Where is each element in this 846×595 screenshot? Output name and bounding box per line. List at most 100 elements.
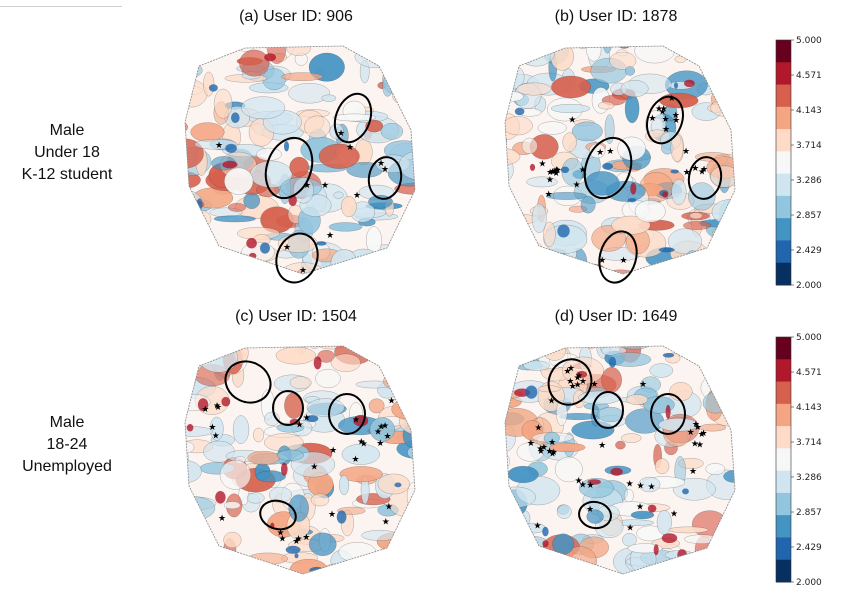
star-marker: ★ [552, 166, 560, 176]
contour-patch [190, 208, 203, 220]
contour-patch [304, 115, 331, 139]
panel-b-title: (b) User ID: 1878 [554, 8, 678, 25]
contour-patch [505, 536, 526, 550]
contour-patch [185, 119, 188, 135]
star-marker: ★ [382, 517, 390, 527]
top-divider [0, 6, 122, 7]
contour-patch [505, 449, 510, 474]
map-boundary [504, 345, 736, 575]
contour-patch [620, 80, 649, 98]
contour-patch [198, 348, 216, 356]
contour-patch [406, 508, 415, 520]
contour-patch [339, 466, 383, 482]
contour-patch [411, 46, 415, 53]
star-marker: ★ [377, 159, 385, 169]
contour-patch [185, 46, 192, 67]
contour-peak [684, 79, 695, 88]
colorbar-segment [776, 470, 791, 494]
contour-patch [185, 84, 193, 101]
star-marker: ★ [310, 463, 318, 473]
contour-patch [624, 94, 640, 124]
contour-patch [232, 415, 250, 444]
contour-patch [185, 171, 201, 189]
contour-patch [338, 542, 377, 563]
contour-peak [694, 260, 707, 269]
contour-patch [320, 579, 350, 586]
contour-patch [505, 503, 519, 525]
contour-patch [224, 167, 254, 195]
contour-peak [305, 415, 319, 423]
contour-peak [653, 544, 659, 556]
contour-patch [526, 176, 558, 188]
contour-patch [284, 392, 304, 419]
star-marker: ★ [352, 416, 360, 426]
contour-patch [240, 265, 269, 274]
star-marker: ★ [575, 477, 583, 487]
star-marker: ★ [381, 422, 389, 432]
star-marker: ★ [388, 396, 396, 406]
contour-patch [317, 349, 335, 363]
contour-patch [523, 360, 550, 371]
contour-patch [243, 192, 260, 209]
contour-patch [658, 418, 699, 432]
contour-patch [505, 359, 512, 373]
star-marker: ★ [548, 450, 556, 460]
contour-patch [392, 86, 415, 107]
contour-patch [673, 46, 707, 57]
colorbar-tick-label: 4.143 [796, 106, 822, 116]
contour-patch [709, 535, 735, 563]
colorbar-segment [776, 359, 791, 383]
contour-patch [543, 221, 556, 247]
star-marker: ★ [303, 181, 311, 191]
contour-patch [551, 75, 591, 99]
contour-patch [394, 269, 415, 274]
contour-patch [531, 203, 547, 233]
star-marker: ★ [564, 367, 572, 377]
contour-patch [369, 417, 395, 442]
star-marker: ★ [360, 440, 368, 450]
star-marker: ★ [546, 176, 554, 186]
star-marker: ★ [691, 164, 699, 174]
star-marker: ★ [201, 405, 209, 415]
contour-patch [199, 547, 214, 556]
contour-peak [413, 101, 415, 116]
star-marker: ★ [550, 167, 558, 177]
colorbar-segment [776, 151, 791, 175]
contour-patch [185, 373, 190, 402]
star-marker: ★ [574, 381, 582, 391]
contour-patch [505, 486, 536, 508]
contour-peak [548, 262, 555, 269]
contour-patch [412, 570, 415, 574]
contour-peak [336, 510, 347, 524]
colorbar-tick-label: 2.429 [796, 543, 822, 553]
colorbar-tick-label: 5.000 [796, 36, 822, 46]
contour-peak [562, 255, 567, 265]
contour-patch [246, 492, 265, 504]
contour-patch [308, 532, 337, 556]
row-label-top: Male Under 18 K-12 student [0, 120, 137, 186]
contour-patch [311, 346, 352, 350]
star-marker: ★ [277, 528, 285, 538]
contour-patch [185, 256, 210, 274]
contour-patch [580, 196, 596, 214]
contour-peak [215, 491, 226, 504]
contour-patch [185, 70, 195, 81]
contour-patch [377, 473, 410, 495]
star-marker: ★ [208, 423, 216, 433]
highlight-circle [264, 136, 314, 200]
contour-patch [185, 188, 203, 218]
contour-patch [601, 367, 622, 393]
contour-peak [542, 572, 549, 574]
star-marker: ★ [648, 483, 656, 493]
highlight-circle [224, 360, 272, 404]
contour-peak [665, 404, 671, 419]
contour-patch [165, 80, 184, 87]
star-marker: ★ [636, 482, 644, 492]
contour-patch [622, 533, 637, 547]
contour-patch [562, 132, 577, 152]
highlight-circle [259, 499, 297, 531]
star-marker: ★ [655, 104, 663, 114]
contour-patch [185, 208, 212, 230]
star-marker: ★ [569, 382, 577, 392]
contour-patch [213, 215, 256, 223]
